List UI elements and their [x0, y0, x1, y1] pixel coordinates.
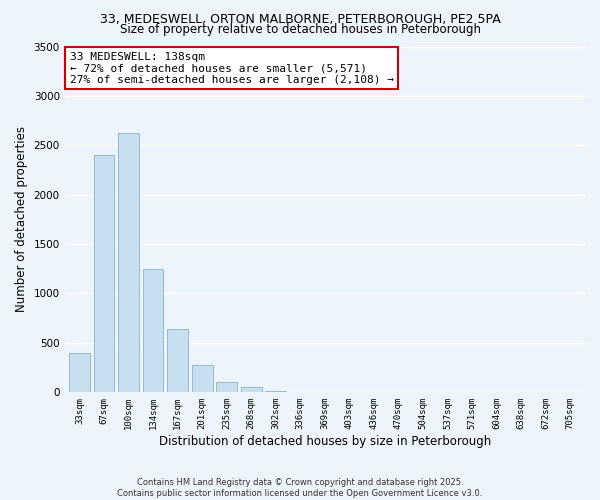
- Bar: [216, 382, 237, 392]
- Text: 33 MEDESWELL: 138sqm
← 72% of detached houses are smaller (5,571)
27% of semi-de: 33 MEDESWELL: 138sqm ← 72% of detached h…: [70, 52, 394, 85]
- Bar: [265, 391, 286, 392]
- X-axis label: Distribution of detached houses by size in Peterborough: Distribution of detached houses by size …: [159, 434, 491, 448]
- Text: Size of property relative to detached houses in Peterborough: Size of property relative to detached ho…: [119, 22, 481, 36]
- Y-axis label: Number of detached properties: Number of detached properties: [15, 126, 28, 312]
- Bar: [167, 328, 188, 392]
- Bar: [118, 134, 139, 392]
- Text: 33, MEDESWELL, ORTON MALBORNE, PETERBOROUGH, PE2 5PA: 33, MEDESWELL, ORTON MALBORNE, PETERBORO…: [100, 12, 500, 26]
- Bar: [143, 268, 163, 392]
- Bar: [94, 155, 115, 392]
- Bar: [69, 354, 90, 392]
- Text: Contains HM Land Registry data © Crown copyright and database right 2025.
Contai: Contains HM Land Registry data © Crown c…: [118, 478, 482, 498]
- Bar: [241, 387, 262, 392]
- Bar: [191, 365, 212, 392]
